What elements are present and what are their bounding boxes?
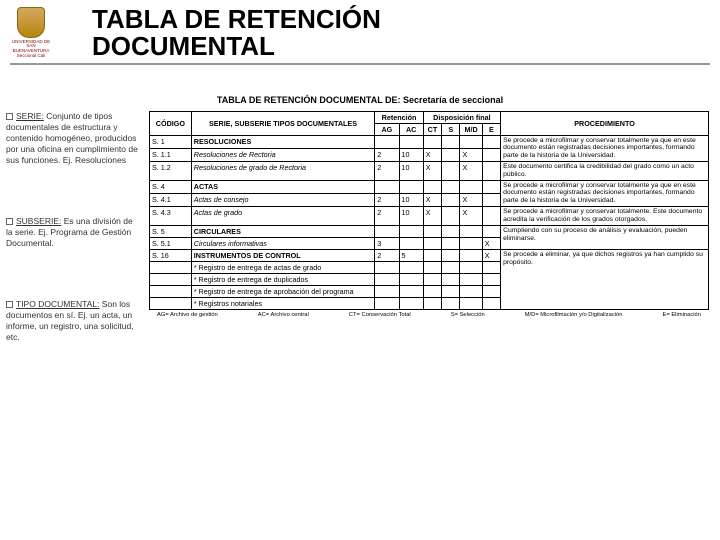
col-disposicion: Disposición final (423, 111, 500, 123)
table-row: S. 1.2 Resoluciones de grado de Rectoria… (150, 162, 709, 181)
cell-name: RESOLUCIONES (191, 135, 374, 148)
cell-name: Circulares informativas (191, 237, 374, 249)
cell-md: X (460, 193, 482, 206)
def-subserie-term: SUBSERIE: (16, 216, 61, 226)
def-serie: SERIE: Conjunto de tipos documentales de… (6, 111, 141, 166)
cell-proc: Se procede a eliminar, ya que dichos reg… (501, 249, 709, 309)
cell-code: S. 1.1 (150, 148, 192, 161)
cell-md: X (460, 207, 482, 226)
cell-ac: 10 (399, 148, 423, 161)
cell-name: INSTRUMENTOS DE CONTROL (191, 249, 374, 261)
cell-ct: X (423, 148, 441, 161)
cell-code: S. 1 (150, 135, 192, 148)
cell-e: X (482, 249, 500, 261)
cell-name: Resoluciones de grado de Rectoria (191, 162, 374, 181)
col-ct: CT (423, 123, 441, 135)
cell-code: S. 4.1 (150, 193, 192, 206)
cell-md: X (460, 162, 482, 181)
title-underline (10, 63, 710, 65)
table-wrapper: CÓDIGO SERIE, SUBSERIE TIPOS DOCUMENTALE… (149, 111, 709, 372)
def-tipo: TIPO DOCUMENTAL: Son los documentos en s… (6, 299, 141, 343)
cell-ac: 10 (399, 193, 423, 206)
trd-table: CÓDIGO SERIE, SUBSERIE TIPOS DOCUMENTALE… (149, 111, 709, 310)
cell-ac: 10 (399, 162, 423, 181)
cell-code: S. 5 (150, 225, 192, 237)
legend-ag: AG= Archivo de gestión (157, 312, 218, 318)
legend: AG= Archivo de gestión AC= Archivo centr… (149, 310, 709, 320)
cell-code: S. 1.2 (150, 162, 192, 181)
cell-name: CIRCULARES (191, 225, 374, 237)
cell-name: Resoluciones de Rectoria (191, 148, 374, 161)
bullet-icon (6, 301, 13, 308)
legend-e: E= Eliminación (662, 312, 701, 318)
cell-name: * Registro de entrega de aprobación del … (191, 285, 374, 297)
legend-ct: CT= Conservación Total (349, 312, 411, 318)
cell-proc: Se procede a microfilmar y conservar tot… (501, 207, 709, 226)
cell-proc: Este documento certifica la credibilidad… (501, 162, 709, 181)
col-e: E (482, 123, 500, 135)
cell-e: X (482, 237, 500, 249)
col-serie: SERIE, SUBSERIE TIPOS DOCUMENTALES (191, 111, 374, 135)
cell-code: S. 4.3 (150, 207, 192, 226)
header: UNIVERSIDAD DE SAN BUENAVENTURA Secciona… (0, 0, 720, 63)
col-procedimiento: PROCEDIMIENTO (501, 111, 709, 135)
table-row: S. 16 INSTRUMENTOS DE CONTROL 2 5 X Se p… (150, 249, 709, 261)
col-ag: AG (375, 123, 399, 135)
table-row: S. 4.3 Actas de grado 2 10 X X Se proced… (150, 207, 709, 226)
cell-ac: 5 (399, 249, 423, 261)
bullet-icon (6, 218, 13, 225)
cell-ag: 2 (375, 207, 399, 226)
subtitle: TABLA DE RETENCIÓN DOCUMENTAL DE: Secret… (0, 95, 720, 105)
logo-caption: UNIVERSIDAD DE SAN BUENAVENTURA Secciona… (10, 40, 52, 60)
title-line-1: TABLA DE RETENCIÓN (92, 6, 381, 33)
cell-name: Actas de consejo (191, 193, 374, 206)
cell-ag: 3 (375, 237, 399, 249)
cell-ct: X (423, 207, 441, 226)
table-row: S. 1 RESOLUCIONES Se procede a microfilm… (150, 135, 709, 148)
def-serie-term: SERIE: (16, 111, 44, 121)
cell-ag: 2 (375, 249, 399, 261)
legend-s: S= Selección (451, 312, 485, 318)
table-header-row-1: CÓDIGO SERIE, SUBSERIE TIPOS DOCUMENTALE… (150, 111, 709, 123)
def-subserie: SUBSERIE: Es una división de la serie. E… (6, 216, 141, 249)
cell-code: S. 5.1 (150, 237, 192, 249)
def-tipo-term: TIPO DOCUMENTAL: (16, 299, 99, 309)
table-row: S. 4 ACTAS Se procede a microfilmar y co… (150, 180, 709, 193)
table-row: S. 5 CIRCULARES Cumpliendo con su proces… (150, 225, 709, 237)
col-s: S (442, 123, 460, 135)
cell-name: * Registro de entrega de actas de grado (191, 261, 374, 273)
cell-proc: Se procede a microfilmar y conservar tot… (501, 180, 709, 206)
title-line-2: DOCUMENTAL (92, 33, 381, 60)
col-codigo: CÓDIGO (150, 111, 192, 135)
col-md: M/D (460, 123, 482, 135)
bullet-icon (6, 113, 13, 120)
cell-name: * Registro de entrega de duplicados (191, 273, 374, 285)
cell-code: S. 16 (150, 249, 192, 261)
col-retencion: Retención (375, 111, 424, 123)
cell-ag: 2 (375, 162, 399, 181)
definitions-column: SERIE: Conjunto de tipos documentales de… (6, 111, 141, 372)
cell-proc: Cumpliendo con su proceso de análisis y … (501, 225, 709, 249)
page-title: TABLA DE RETENCIÓN DOCUMENTAL (92, 6, 381, 61)
cell-md: X (460, 148, 482, 161)
legend-md: M/D= Microfilmación y/o Digitalización (525, 312, 623, 318)
logo: UNIVERSIDAD DE SAN BUENAVENTURA Secciona… (10, 7, 52, 59)
col-ac: AC (399, 123, 423, 135)
cell-name: * Registros notariales (191, 297, 374, 309)
legend-ac: AC= Archivo central (258, 312, 309, 318)
logo-shield-icon (17, 7, 45, 37)
cell-name: Actas de grado (191, 207, 374, 226)
cell-ct: X (423, 162, 441, 181)
cell-proc: Se procede a microfilmar y conservar tot… (501, 135, 709, 161)
cell-ct: X (423, 193, 441, 206)
cell-ag: 2 (375, 193, 399, 206)
cell-name: ACTAS (191, 180, 374, 193)
cell-ac: 10 (399, 207, 423, 226)
cell-ag: 2 (375, 148, 399, 161)
cell-code: S. 4 (150, 180, 192, 193)
